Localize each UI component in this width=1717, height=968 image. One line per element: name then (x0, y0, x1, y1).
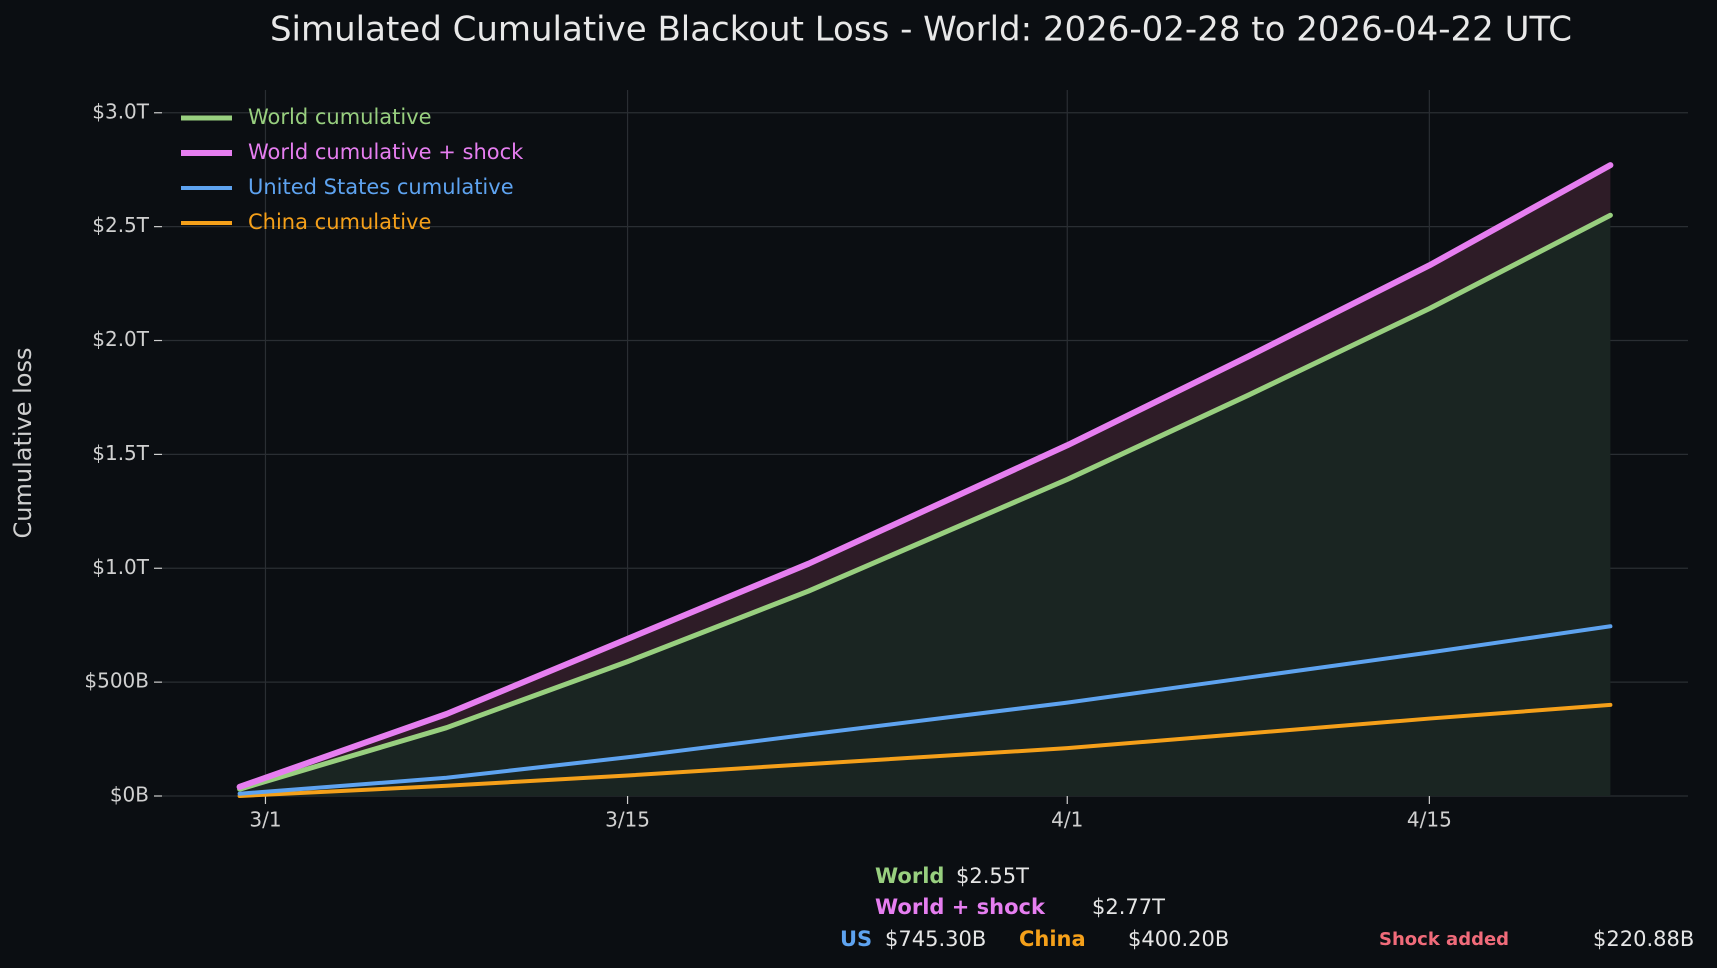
y-axis-label: Cumulative loss (9, 348, 37, 539)
legend-label: China cumulative (248, 210, 431, 234)
y-tick-label: $1.5T (92, 441, 150, 465)
summary-name: China (1019, 927, 1086, 951)
x-tick-label: 3/15 (605, 808, 650, 832)
area-fill (239, 215, 1611, 797)
y-tick-label: $2.0T (92, 327, 150, 351)
x-tick-label: 4/15 (1407, 808, 1452, 832)
y-tick-label: $1.0T (92, 555, 150, 579)
chart-title: Simulated Cumulative Blackout Loss - Wor… (270, 10, 1572, 50)
series-line (237, 702, 1613, 798)
y-tick-label: $3.0T (92, 99, 150, 123)
series-line (237, 624, 1613, 796)
summary-value: $745.30B (885, 927, 986, 951)
summary-value: $2.55T (956, 864, 1029, 888)
summary-value: $2.77T (1092, 895, 1165, 919)
summary-value: $400.20B (1128, 927, 1229, 951)
x-tick-label: 3/1 (249, 808, 281, 832)
x-tick-label: 4/1 (1051, 808, 1083, 832)
series-line (236, 162, 1614, 790)
summary-name: US (840, 927, 872, 951)
legend-label: World cumulative (248, 105, 432, 129)
summary-name: Shock added (1379, 929, 1509, 950)
summary-name: World + shock (875, 895, 1046, 919)
summary-name: World (875, 864, 944, 888)
legend-label: World cumulative + shock (248, 140, 524, 164)
y-tick-label: $500B (84, 669, 149, 693)
series-line (237, 212, 1613, 792)
legend-label: United States cumulative (248, 175, 514, 199)
summary-value: $220.88B (1593, 927, 1694, 951)
y-tick-label: $0B (110, 783, 149, 807)
y-tick-label: $2.5T (92, 213, 150, 237)
